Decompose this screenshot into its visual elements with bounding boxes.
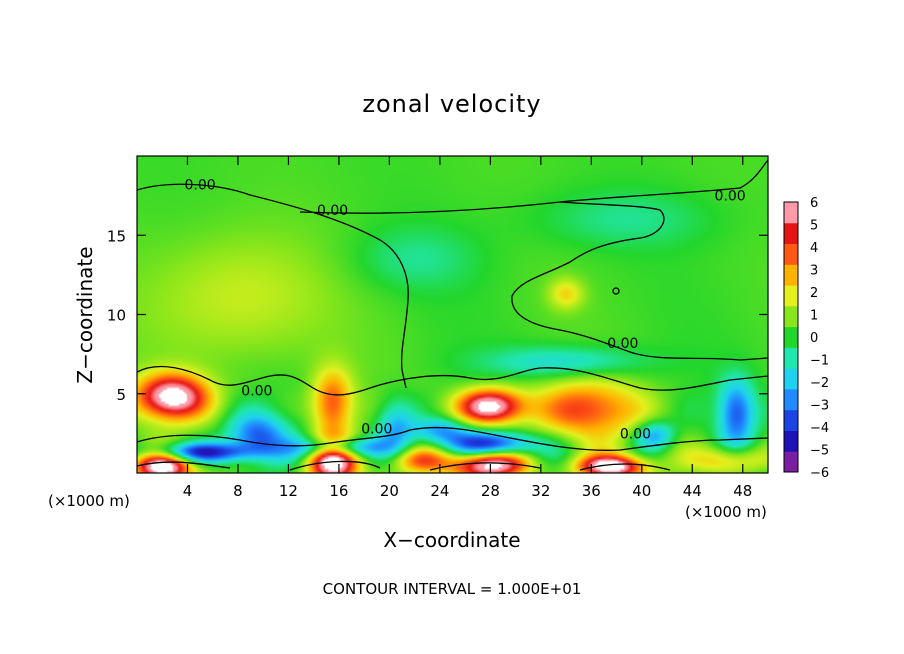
contour-label: 0.00 xyxy=(715,189,746,205)
colorbar-label: −3 xyxy=(810,399,829,414)
x-tick-label: 40 xyxy=(632,482,651,500)
colorbar-label: 0 xyxy=(810,331,818,346)
contour-label: 0.00 xyxy=(185,178,216,194)
plot-area: 0.00 0.00 0.00 0.00 0.00 0.00 0.00 xyxy=(136,155,769,474)
colorbar-label: 6 xyxy=(810,196,818,211)
x-tick-label: 4 xyxy=(183,482,193,500)
colorbar-swatch xyxy=(784,222,798,245)
colorbar-label: −5 xyxy=(810,444,829,459)
y-tick-label: 15 xyxy=(107,227,126,245)
colorbar-swatch xyxy=(784,368,798,390)
y-tick-label: 5 xyxy=(116,386,126,404)
colorbar-labels: 6 5 4 3 2 1 0 −1 −2 −3 −4 −5 −6 xyxy=(810,196,829,481)
zero-contours xyxy=(136,159,769,471)
colorbar-swatch xyxy=(784,347,798,369)
colorbar-swatch xyxy=(784,451,798,473)
colorbar-swatch xyxy=(784,305,798,328)
x-tick-label: 24 xyxy=(430,482,449,500)
colorbar-label: −2 xyxy=(810,376,829,391)
y-axis-label: Z−coordinate xyxy=(73,246,97,383)
x-tick-label: 44 xyxy=(683,482,702,500)
colorbar-label: −6 xyxy=(810,466,829,481)
zero-contour-upper xyxy=(136,183,409,389)
colorbar-label: 4 xyxy=(810,241,818,256)
contour-labels: 0.00 0.00 0.00 0.00 0.00 0.00 0.00 xyxy=(185,178,746,443)
x-tick-label: 16 xyxy=(329,482,348,500)
x-axis-label: X−coordinate xyxy=(383,528,520,552)
colorbar xyxy=(783,201,799,473)
colorbar-swatch xyxy=(784,388,798,411)
x-unit-right: (×1000 m) xyxy=(685,503,767,521)
contour-label: 0.00 xyxy=(620,426,651,442)
colorbar-swatch xyxy=(784,430,798,452)
zero-contour-bottom xyxy=(136,460,671,471)
zero-contour-mid-right xyxy=(511,201,769,361)
y-tick-labels: 5 10 15 xyxy=(107,227,126,404)
zero-contour-islet xyxy=(612,287,620,295)
x-tick-label: 32 xyxy=(531,482,550,500)
colorbar-label: 1 xyxy=(810,309,818,324)
contour-interval-note: CONTOUR INTERVAL = 1.000E+01 xyxy=(323,580,582,598)
colorbar-frame xyxy=(783,201,799,473)
x-tick-label: 12 xyxy=(279,482,298,500)
colorbar-swatch xyxy=(784,243,798,265)
x-tick-labels: 4 8 12 16 20 24 28 32 36 40 44 48 xyxy=(183,482,753,500)
contour-label: 0.00 xyxy=(241,384,272,400)
contour-label: 0.00 xyxy=(317,203,348,219)
colorbar-label: 5 xyxy=(810,219,818,234)
x-tick-label: 28 xyxy=(481,482,500,500)
colorbar-swatch xyxy=(784,264,798,286)
colorbar-swatch xyxy=(784,326,798,348)
colorbar-swatch xyxy=(784,409,798,431)
zero-contour-waves xyxy=(136,365,769,396)
tick-marks xyxy=(137,156,768,473)
x-tick-label: 20 xyxy=(380,482,399,500)
zero-contour-upper-right xyxy=(299,159,769,214)
colorbar-label: −4 xyxy=(810,421,829,436)
x-tick-label: 36 xyxy=(582,482,601,500)
velocity-field xyxy=(137,156,768,473)
x-unit-left: (×1000 m) xyxy=(48,492,130,510)
colorbar-label: 3 xyxy=(810,264,818,279)
contour-label: 0.00 xyxy=(361,422,392,438)
colorbar-swatch xyxy=(784,285,798,307)
y-tick-label: 10 xyxy=(107,307,126,325)
x-tick-label: 8 xyxy=(233,482,243,500)
colorbar-swatch xyxy=(784,202,798,224)
chart-title: zonal velocity xyxy=(362,90,541,118)
colorbar-label: 2 xyxy=(810,286,818,301)
colorbar-label: −1 xyxy=(810,354,829,369)
contour-label: 0.00 xyxy=(607,336,638,352)
x-tick-label: 48 xyxy=(733,482,752,500)
zero-contour-lower-band xyxy=(136,426,769,451)
